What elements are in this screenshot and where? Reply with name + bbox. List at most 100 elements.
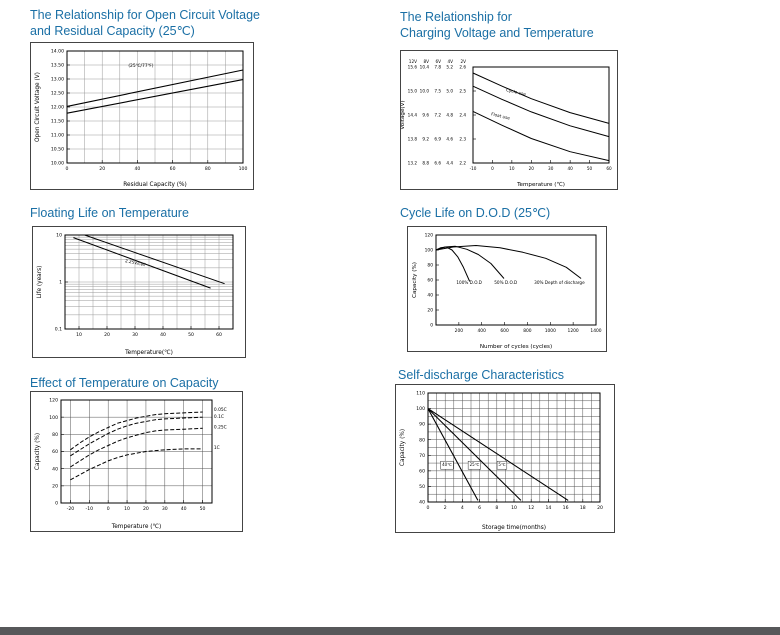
- svg-text:14.4: 14.4: [408, 113, 418, 118]
- svg-text:4V: 4V: [447, 59, 453, 64]
- svg-text:10.50: 10.50: [51, 147, 64, 153]
- svg-text:5.2: 5.2: [446, 65, 453, 70]
- cycle-life-vs-dod-series-dod-50: [435, 245, 505, 279]
- svg-text:10.4: 10.4: [420, 65, 430, 70]
- svg-text:16: 16: [563, 505, 569, 511]
- svg-text:7.8: 7.8: [434, 65, 441, 70]
- svg-text:40: 40: [52, 466, 58, 472]
- svg-text:0: 0: [66, 166, 69, 172]
- svg-text:40: 40: [567, 166, 573, 171]
- svg-text:7.5: 7.5: [434, 89, 441, 94]
- svg-text:40: 40: [427, 293, 433, 299]
- svg-text:Temperature (℃): Temperature (℃): [516, 181, 565, 188]
- chart-title-temperature-capacity: Effect of Temperature on Capacity: [30, 376, 219, 390]
- svg-text:Float use: Float use: [491, 111, 511, 120]
- svg-text:12.50: 12.50: [51, 91, 64, 97]
- open-circuit-voltage-vs-residual-capacity-series-upper-line: [66, 69, 244, 107]
- svg-text:600: 600: [500, 328, 509, 334]
- svg-text:30: 30: [132, 332, 138, 338]
- charging-voltage-vs-temperature-series-cycle-use-upper: [472, 72, 610, 124]
- svg-text:50% D.O.D: 50% D.O.D: [494, 280, 517, 285]
- svg-text:4.8: 4.8: [446, 113, 453, 118]
- svg-text:4: 4: [461, 505, 464, 511]
- svg-text:0: 0: [107, 506, 110, 512]
- svg-text:10.00: 10.00: [51, 161, 64, 167]
- chart-cycle-life: 200 400 600 800 1000 1200 1400 120 100 80 60 40 20 0 1…: [407, 226, 607, 352]
- svg-text:Voltage(V): Voltage(V): [401, 100, 406, 129]
- self-discharge-characteristics-series-temp-5c: [427, 408, 569, 501]
- svg-text:40: 40: [160, 332, 166, 338]
- open-circuit-voltage-vs-residual-capacity-plot: 0 20 40 60 80 100 14.00 13.50 13.00 12.50 12.00 11.…: [35, 49, 248, 188]
- svg-text:30% Depth of discharge: 30% Depth of discharge: [534, 280, 585, 285]
- self-discharge-characteristics-plot: 0 2 4 6 8 10 12 14 16 18 20 110 100 90 80 70 60 50 40 40℃ 25…: [400, 391, 603, 531]
- svg-text:800: 800: [523, 328, 532, 334]
- svg-text:12: 12: [528, 505, 534, 511]
- charging-voltage-vs-temperature-series-cycle-use-lower: [472, 85, 610, 138]
- svg-text:100: 100: [239, 166, 248, 172]
- svg-text:Open Circuit Voltage (V): Open Circuit Voltage (V): [35, 72, 41, 142]
- svg-text:Capacity (%): Capacity (%): [400, 429, 406, 466]
- svg-text:12V: 12V: [409, 59, 417, 64]
- svg-text:70: 70: [419, 453, 425, 459]
- svg-text:40: 40: [181, 506, 187, 512]
- svg-text:2.25V/cell: 2.25V/cell: [125, 258, 146, 267]
- footer-bar: [0, 627, 780, 635]
- chart-floating-life: 10 20 30 40 50 60 10 1 0.1 2.25V/cell Temperature(…: [32, 226, 246, 358]
- svg-text:0: 0: [491, 166, 494, 171]
- floating-life-vs-temperature-series-band-lower: [73, 237, 211, 289]
- svg-text:80: 80: [205, 166, 211, 172]
- svg-text:30: 30: [548, 166, 554, 171]
- svg-text:18: 18: [580, 505, 586, 511]
- svg-text:20: 20: [104, 332, 110, 338]
- svg-text:20: 20: [99, 166, 105, 172]
- chart-title-open-circuit-voltage: The Relationship for Open Circuit Voltag…: [30, 8, 260, 38]
- svg-text:4.6: 4.6: [446, 137, 453, 142]
- capacity-vs-temperature-series-rate-1c: [70, 448, 203, 481]
- svg-text:14.00: 14.00: [51, 49, 64, 55]
- svg-text:40: 40: [134, 166, 140, 172]
- svg-text:100: 100: [425, 248, 434, 254]
- svg-text:60: 60: [170, 166, 176, 172]
- self-discharge-characteristics-series-temp-25c: [427, 408, 522, 501]
- svg-text:(25℃/77℉): (25℃/77℉): [128, 63, 153, 69]
- svg-text:90: 90: [419, 422, 425, 428]
- open-circuit-voltage-vs-residual-capacity-series-lower-line: [66, 79, 244, 114]
- svg-text:Temperature (℃): Temperature (℃): [111, 523, 162, 530]
- svg-text:20: 20: [597, 505, 603, 511]
- svg-text:10: 10: [124, 506, 130, 512]
- chart-title-charging-voltage: The Relationship for Charging Voltage an…: [400, 10, 594, 40]
- svg-text:1: 1: [59, 280, 62, 286]
- chart-self-discharge: 0 2 4 6 8 10 12 14 16 18 20 110 100 90 80 70 60 50 40 40℃ 25…: [395, 384, 615, 533]
- svg-text:8V: 8V: [423, 59, 429, 64]
- svg-text:Temperature(℃): Temperature(℃): [124, 349, 173, 356]
- svg-text:6V: 6V: [435, 59, 441, 64]
- svg-text:40: 40: [419, 500, 425, 506]
- svg-text:-20: -20: [67, 506, 75, 512]
- svg-text:-10: -10: [86, 506, 94, 512]
- svg-text:60: 60: [419, 468, 425, 474]
- svg-text:7.2: 7.2: [434, 113, 441, 118]
- svg-text:1C: 1C: [214, 445, 220, 451]
- svg-text:0: 0: [55, 501, 58, 507]
- svg-text:120: 120: [425, 233, 434, 239]
- self-discharge-characteristics-series-temp-40c: [427, 408, 479, 501]
- cycle-life-vs-dod-plot: 200 400 600 800 1000 1200 14001201008060402001…: [412, 233, 602, 350]
- svg-text:0: 0: [430, 323, 433, 329]
- svg-text:Capacity (%): Capacity (%): [412, 262, 418, 298]
- svg-text:100: 100: [49, 415, 58, 421]
- svg-text:1400: 1400: [590, 328, 601, 334]
- svg-text:2.6: 2.6: [459, 65, 466, 70]
- svg-text:9.6: 9.6: [422, 113, 429, 118]
- svg-text:50: 50: [419, 484, 425, 490]
- svg-text:100: 100: [416, 406, 425, 412]
- svg-text:10: 10: [56, 233, 62, 239]
- svg-text:-10: -10: [470, 166, 477, 171]
- svg-text:13.2: 13.2: [408, 161, 418, 166]
- svg-text:2.4: 2.4: [459, 113, 466, 118]
- capacity-vs-temperature-plot: -20 -10 0 10 20 30 40 50 120 100 80 60 40 20 0 0.05C0.1…: [35, 398, 227, 530]
- svg-text:5℃: 5℃: [498, 462, 506, 467]
- svg-text:6.6: 6.6: [434, 161, 441, 166]
- svg-text:4.4: 4.4: [446, 161, 453, 166]
- svg-text:10.0: 10.0: [420, 89, 430, 94]
